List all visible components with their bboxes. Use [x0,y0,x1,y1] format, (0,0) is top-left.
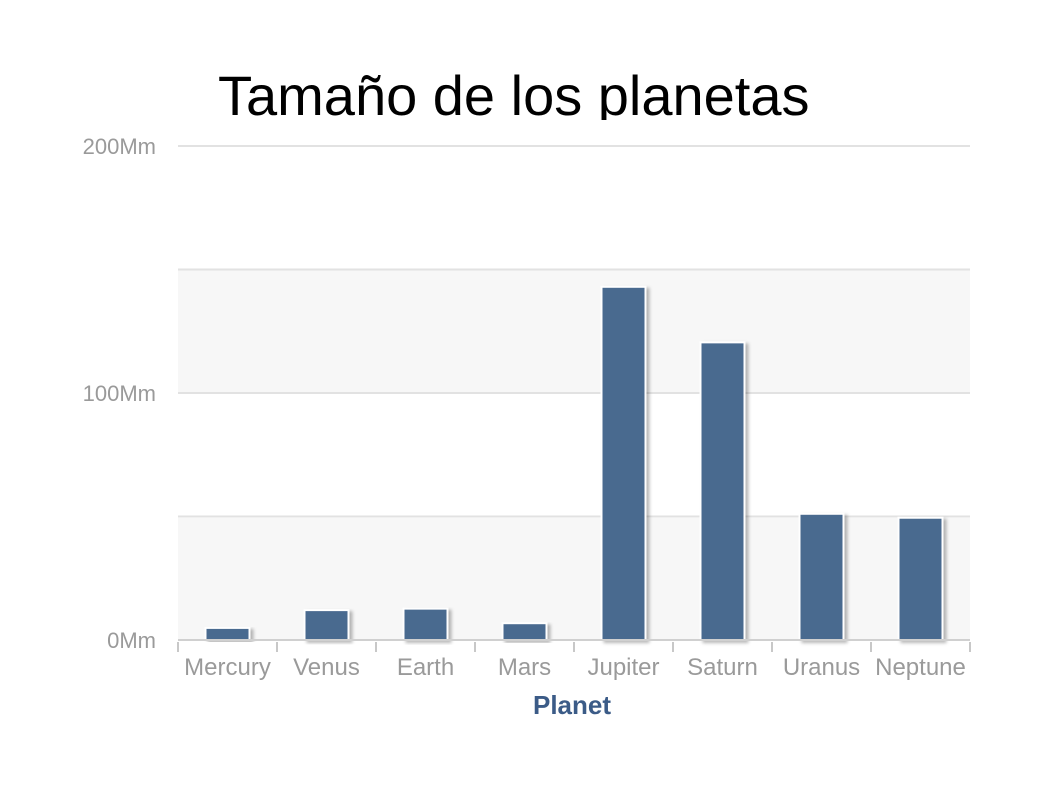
bar-mercury [204,626,251,641]
slide-title: Tamaño de los planetas [218,64,810,120]
bar-jupiter [600,285,647,641]
x-tick-label: Earth [397,654,454,681]
bar-saturn [699,341,746,641]
x-tick-label: Uranus [783,654,860,681]
x-tick-label: Mars [498,654,551,681]
plot-band-upper [178,270,970,394]
plot-band-lower [178,518,970,640]
bar-neptune [897,516,944,641]
x-tick-label: Mercury [184,654,271,681]
x-tick-label: Venus [293,654,360,681]
x-tick-label: Neptune [875,654,966,681]
x-tick-label: Jupiter [587,654,659,681]
y-tick-label: 0Mm [107,628,156,653]
x-axis-title: Planet [533,690,611,720]
y-tick-label: 100Mm [83,381,156,406]
bar-uranus [798,512,845,642]
bar-venus [303,609,350,641]
bar-earth [402,607,449,641]
y-tick-label: 200Mm [83,134,156,159]
bar-mars [501,622,548,641]
x-tick-label: Saturn [687,654,758,681]
